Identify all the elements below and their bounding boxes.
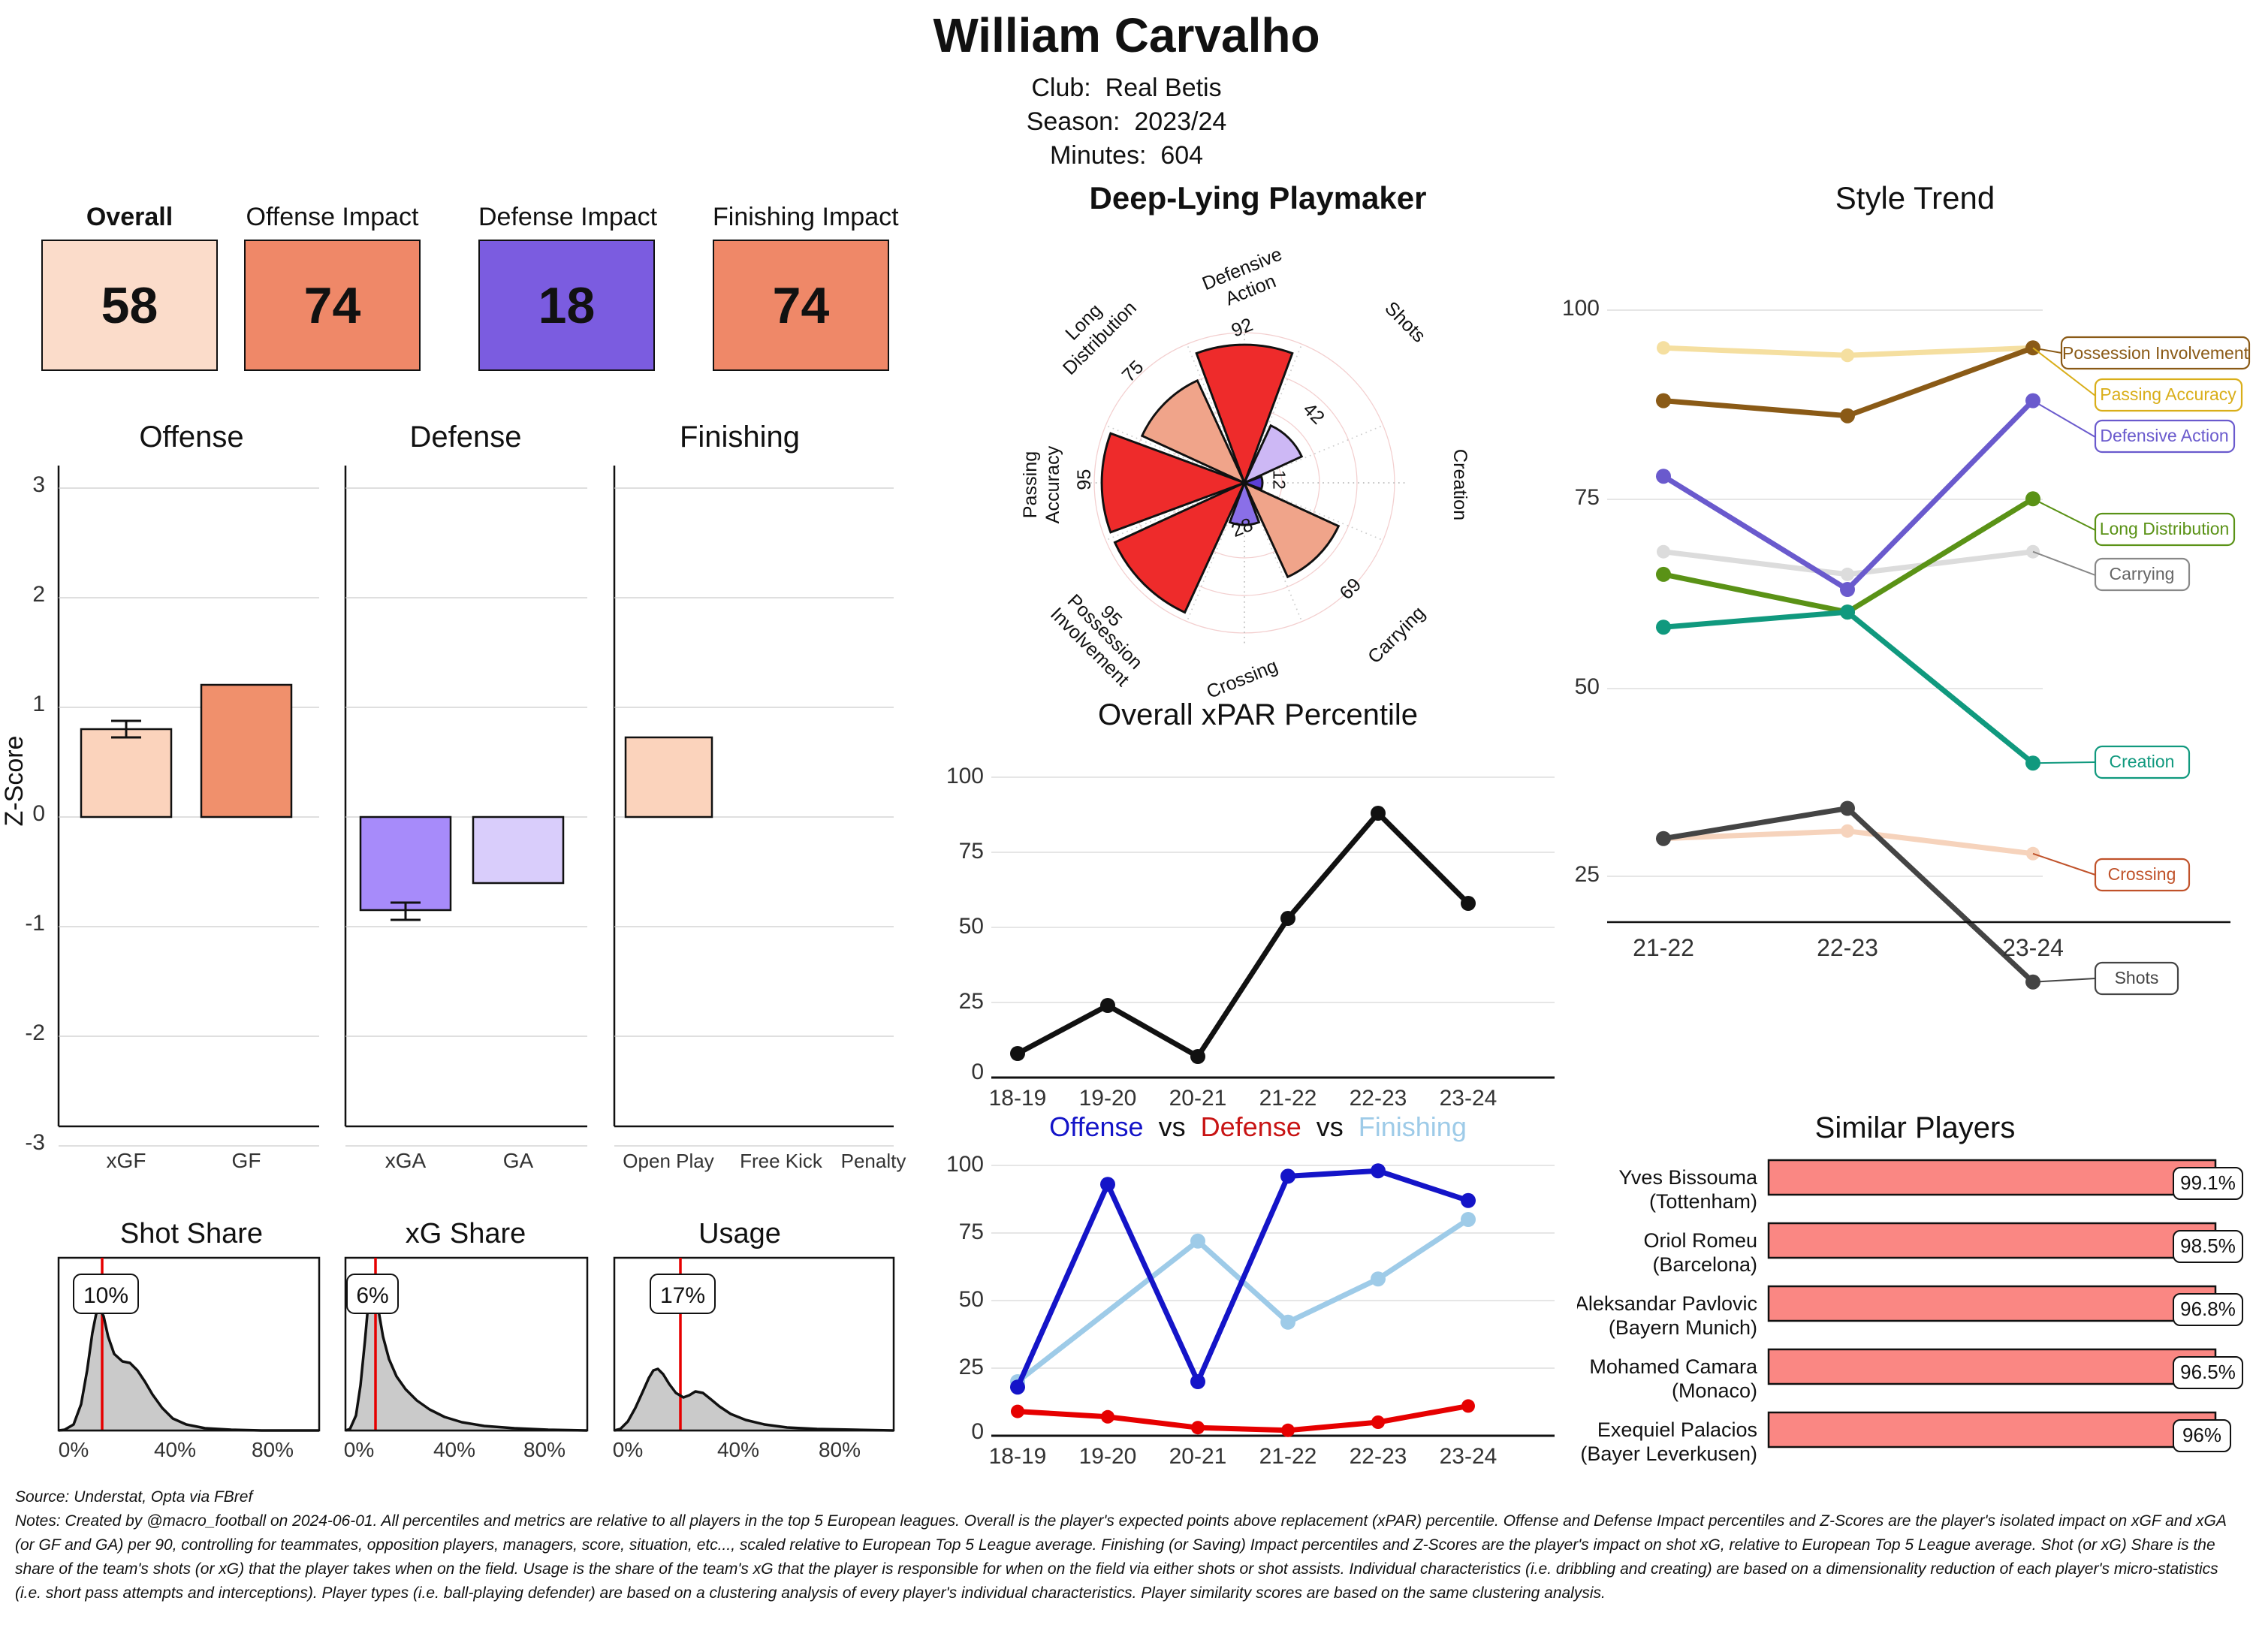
svg-text:98.5%: 98.5% xyxy=(2180,1234,2236,1257)
svg-text:Finishing: Finishing xyxy=(680,421,800,454)
svg-text:Carrying: Carrying xyxy=(1364,602,1429,668)
svg-text:Aleksandar Pavlovic: Aleksandar Pavlovic xyxy=(1577,1292,1757,1315)
svg-text:21-22: 21-22 xyxy=(1633,934,1694,961)
svg-text:Oriol Romeu: Oriol Romeu xyxy=(1643,1229,1757,1252)
svg-text:(Bayern Munich): (Bayern Munich) xyxy=(1609,1316,1757,1339)
svg-text:20-21: 20-21 xyxy=(1169,1086,1227,1108)
svg-text:(Monaco): (Monaco) xyxy=(1672,1379,1757,1402)
svg-text:75: 75 xyxy=(959,1219,984,1244)
svg-text:18-19: 18-19 xyxy=(989,1444,1047,1469)
svg-text:Z-Score: Z-Score xyxy=(0,736,29,827)
svg-text:22-23: 22-23 xyxy=(1350,1444,1407,1469)
svg-text:80%: 80% xyxy=(252,1438,294,1461)
svg-text:25: 25 xyxy=(959,989,984,1014)
svg-text:100: 100 xyxy=(946,764,984,788)
svg-text:100: 100 xyxy=(946,1152,984,1177)
svg-text:96%: 96% xyxy=(2182,1424,2221,1446)
svg-text:Defense: Defense xyxy=(410,421,522,454)
svg-text:xG Share: xG Share xyxy=(406,1218,526,1250)
svg-text:Possession Involvement: Possession Involvement xyxy=(2062,343,2249,363)
svg-text:40%: 40% xyxy=(433,1438,475,1461)
svg-text:22-23: 22-23 xyxy=(1817,934,1878,961)
svg-text:xGF: xGF xyxy=(107,1149,146,1172)
svg-text:69: 69 xyxy=(1336,574,1366,604)
svg-text:GA: GA xyxy=(503,1149,534,1172)
svg-text:96.5%: 96.5% xyxy=(2180,1361,2236,1383)
svg-text:Passing Accuracy: Passing Accuracy xyxy=(2100,384,2236,404)
svg-text:xGA: xGA xyxy=(385,1149,427,1172)
svg-text:Usage: Usage xyxy=(698,1218,781,1250)
svg-text:0: 0 xyxy=(32,801,45,826)
svg-text:80%: 80% xyxy=(819,1438,861,1461)
svg-text:-2: -2 xyxy=(25,1020,45,1045)
svg-text:80%: 80% xyxy=(523,1438,566,1461)
svg-text:(Bayer Leverkusen): (Bayer Leverkusen) xyxy=(1580,1442,1757,1465)
svg-text:Creation: Creation xyxy=(1449,449,1470,520)
svg-text:96.8%: 96.8% xyxy=(2180,1298,2236,1320)
svg-text:20-21: 20-21 xyxy=(1169,1444,1227,1469)
svg-text:92: 92 xyxy=(1229,314,1256,341)
svg-text:40%: 40% xyxy=(154,1438,196,1461)
svg-text:1: 1 xyxy=(32,692,45,716)
svg-text:-1: -1 xyxy=(25,911,45,936)
svg-text:95: 95 xyxy=(1074,469,1095,490)
svg-text:23-24: 23-24 xyxy=(1440,1444,1497,1469)
svg-text:50: 50 xyxy=(1575,674,1600,699)
svg-text:99.1%: 99.1% xyxy=(2180,1171,2236,1194)
svg-text:Shots: Shots xyxy=(2115,968,2159,987)
svg-text:Long Distribution: Long Distribution xyxy=(2100,519,2230,538)
svg-text:GF: GF xyxy=(232,1149,261,1172)
svg-text:50: 50 xyxy=(959,914,984,939)
svg-text:Mohamed Camara: Mohamed Camara xyxy=(1589,1355,1758,1378)
svg-text:0: 0 xyxy=(971,1060,984,1084)
svg-text:12: 12 xyxy=(1270,470,1289,490)
svg-text:Crossing: Crossing xyxy=(2108,864,2176,884)
svg-text:Offense: Offense xyxy=(139,421,243,454)
svg-text:75: 75 xyxy=(959,839,984,864)
svg-text:0%: 0% xyxy=(613,1438,643,1461)
svg-text:19-20: 19-20 xyxy=(1079,1444,1137,1469)
svg-text:Shot Share: Shot Share xyxy=(120,1218,263,1250)
svg-text:Shots: Shots xyxy=(1380,297,1429,346)
svg-text:23-24: 23-24 xyxy=(2002,934,2064,961)
svg-text:22-23: 22-23 xyxy=(1350,1086,1407,1108)
svg-text:0%: 0% xyxy=(344,1438,374,1461)
svg-text:40%: 40% xyxy=(717,1438,759,1461)
svg-text:Carrying: Carrying xyxy=(2110,564,2175,583)
svg-text:10%: 10% xyxy=(83,1283,128,1308)
svg-text:Penalty: Penalty xyxy=(841,1150,906,1172)
svg-text:-3: -3 xyxy=(25,1130,45,1155)
svg-text:17%: 17% xyxy=(660,1283,705,1308)
svg-text:0: 0 xyxy=(971,1419,984,1444)
svg-text:21-22: 21-22 xyxy=(1259,1086,1317,1108)
svg-text:6%: 6% xyxy=(356,1283,388,1308)
svg-text:19-20: 19-20 xyxy=(1079,1086,1137,1108)
svg-text:75: 75 xyxy=(1118,357,1148,387)
svg-text:Passing: Passing xyxy=(1020,451,1041,519)
svg-text:25: 25 xyxy=(959,1355,984,1379)
svg-text:Creation: Creation xyxy=(2110,752,2175,771)
svg-text:Yves Bissouma: Yves Bissouma xyxy=(1618,1166,1758,1189)
svg-text:Accuracy: Accuracy xyxy=(1042,445,1063,523)
svg-text:Free Kick: Free Kick xyxy=(740,1150,823,1172)
svg-text:(Tottenham): (Tottenham) xyxy=(1649,1190,1757,1213)
svg-text:100: 100 xyxy=(1562,296,1600,321)
svg-text:75: 75 xyxy=(1575,485,1600,510)
svg-text:Exequiel Palacios: Exequiel Palacios xyxy=(1597,1418,1757,1441)
svg-text:2: 2 xyxy=(32,582,45,607)
svg-text:Crossing: Crossing xyxy=(1204,656,1281,703)
svg-text:3: 3 xyxy=(32,472,45,497)
svg-text:18-19: 18-19 xyxy=(989,1086,1047,1108)
svg-text:25: 25 xyxy=(1575,862,1600,887)
svg-text:23-24: 23-24 xyxy=(1440,1086,1497,1108)
svg-text:50: 50 xyxy=(959,1287,984,1312)
svg-text:0%: 0% xyxy=(59,1438,89,1461)
svg-text:21-22: 21-22 xyxy=(1259,1444,1317,1469)
svg-text:(Barcelona): (Barcelona) xyxy=(1652,1253,1757,1276)
svg-text:Defensive Action: Defensive Action xyxy=(2100,426,2228,445)
svg-text:Open Play: Open Play xyxy=(623,1150,713,1172)
